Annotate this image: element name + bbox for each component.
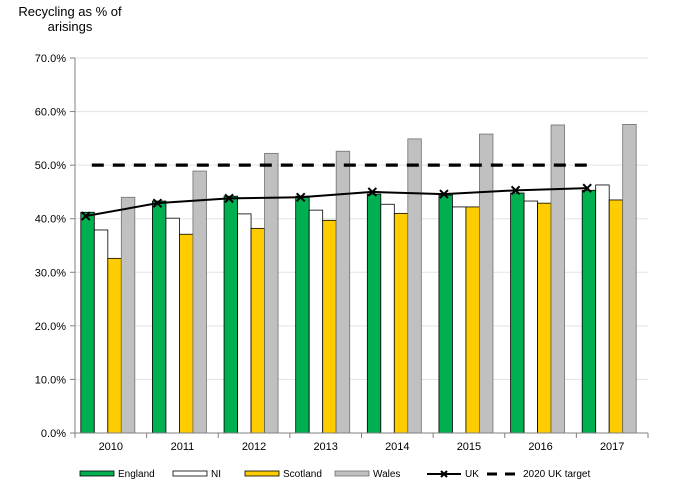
legend-item-wales: Wales (334, 469, 400, 480)
legend-item-2020-uk-target: 2020 UK target (487, 469, 590, 480)
x-tick-label: 2016 (528, 441, 552, 453)
x-tick-label: 2017 (600, 441, 624, 453)
bar-wales-2014 (407, 138, 422, 434)
legend-marker (440, 470, 448, 478)
bar-wales-2012 (264, 152, 279, 434)
x-tick-label: 2013 (313, 441, 337, 453)
uk-marker-stroke (582, 183, 592, 193)
y-tick-label: 50.0% (35, 160, 66, 172)
legend-swatch (244, 470, 280, 477)
x-tick-label: 2014 (385, 441, 409, 453)
uk-marker-2011 (152, 198, 163, 208)
legend-item-ni: NI (172, 469, 221, 480)
bar-ni-2016 (523, 200, 538, 434)
x-tick-labels: 2010 2011 2012 2013 2014 2015 2016 2017 (99, 441, 625, 453)
bar-wales-2011 (192, 170, 207, 434)
y-tick-label: 20.0% (35, 321, 66, 333)
uk-marker-stroke (439, 189, 449, 199)
legend-label: UK (465, 469, 479, 480)
bar-ni-2010 (93, 229, 109, 434)
bar-england-2012 (223, 195, 238, 434)
y-tick-label: 40.0% (35, 214, 66, 226)
bar-scotland-2012 (250, 227, 265, 434)
uk-marker-stroke (224, 193, 234, 204)
y-tick-label: 30.0% (35, 267, 66, 279)
bar-ni-2011 (165, 217, 180, 434)
y-tick-label: 0.0% (41, 428, 66, 440)
bar-ni-2017 (595, 184, 610, 434)
bar-wales-2015 (479, 133, 494, 434)
y-axis-title-line-1: Recycling as % of (18, 4, 122, 19)
bar-wales-2010 (120, 196, 136, 434)
bar-england-2016 (510, 192, 525, 434)
bar-england-2011 (152, 200, 167, 434)
bar-wales-2017 (622, 124, 637, 434)
uk-marker-2012 (224, 193, 234, 204)
bar-scotland-2017 (608, 199, 624, 434)
x-tick-label: 2011 (171, 441, 195, 453)
legend-item-scotland: Scotland (244, 469, 322, 480)
legend: England NI Scotland Wales UK 2020 UK target (79, 469, 590, 480)
uk-marker-stroke (152, 198, 163, 208)
bar-ni-2012 (237, 213, 252, 434)
x-tick-label: 2010 (99, 441, 123, 453)
legend-label: 2020 UK target (523, 469, 590, 480)
bars (80, 124, 637, 434)
bar-england-2014 (366, 193, 382, 434)
y-tick-labels: 0.0% 10.0% 20.0% 30.0% 40.0% 50.0% 60.0% 70.0% (35, 53, 66, 440)
bar-ni-2013 (308, 209, 324, 434)
bar-scotland-2014 (393, 212, 409, 434)
bar-england-2017 (581, 189, 597, 434)
uk-marker-stroke (295, 192, 306, 202)
uk-line (81, 183, 592, 221)
bar-scotland-2016 (537, 202, 552, 434)
bar-wales-2016 (550, 124, 565, 434)
legend-label: NI (211, 469, 221, 480)
axes (70, 57, 649, 438)
bar-ni-2015 (452, 206, 467, 434)
legend-label: Scotland (283, 469, 322, 480)
legend-swatch (172, 470, 208, 477)
uk-line-path (85, 187, 588, 218)
legend-item-england: England (79, 469, 155, 480)
uk-marker-stroke (367, 187, 378, 197)
bar-england-2013 (295, 195, 310, 434)
uk-marker-2014 (367, 187, 378, 197)
legend-swatch (334, 470, 370, 477)
x-tick-label: 2015 (457, 441, 481, 453)
bar-scotland-2015 (465, 206, 480, 434)
uk-marker-2017 (582, 183, 592, 193)
uk-marker-2016 (510, 185, 521, 196)
y-tick-label: 10.0% (35, 374, 66, 386)
bar-england-2015 (438, 194, 453, 434)
uk-marker-stroke (510, 185, 521, 196)
uk-marker-2015 (439, 189, 449, 199)
uk-marker-2010 (81, 211, 91, 221)
bar-scotland-2011 (179, 233, 194, 434)
legend-label: Wales (373, 469, 400, 480)
legend-swatch (79, 470, 115, 477)
bar-scotland-2013 (322, 219, 337, 434)
bar-england-2010 (80, 211, 95, 434)
uk-marker-2013 (295, 192, 306, 202)
bar-scotland-2010 (107, 257, 122, 434)
legend-item-uk: UK (427, 469, 479, 480)
y-tick-label: 70.0% (35, 53, 66, 65)
x-tick-label: 2012 (242, 441, 266, 453)
y-tick-label: 60.0% (35, 107, 66, 119)
bar-ni-2014 (380, 203, 395, 434)
legend-label: England (118, 469, 155, 480)
uk-marker-stroke (81, 211, 91, 221)
y-axis-title-line-2: arisings (48, 19, 93, 34)
y-axis-title: Recycling as % of arisings (18, 4, 122, 34)
